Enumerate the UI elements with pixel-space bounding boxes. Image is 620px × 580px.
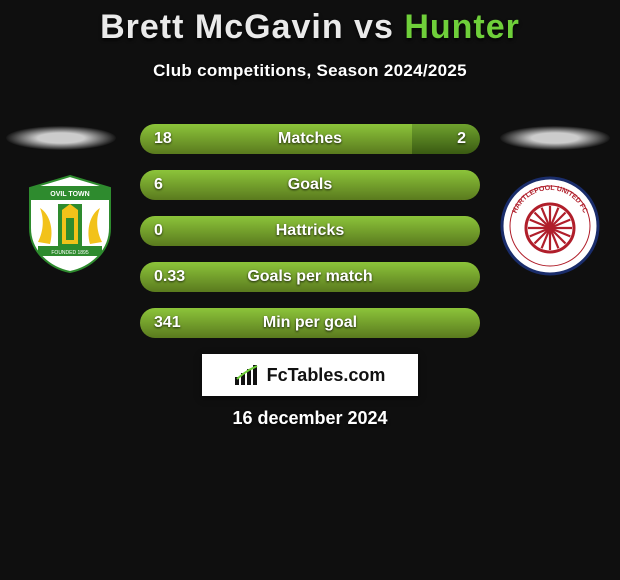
stat-bar-left: 341 [140,308,480,338]
stat-row: 182Matches [140,124,480,154]
stat-bar-right: 2 [412,124,480,154]
svg-text:FOUNDED 1895: FOUNDED 1895 [51,250,88,256]
stat-bar-left: 0 [140,216,480,246]
page-title: Brett McGavin vs Hunter [0,0,620,47]
brand-text: FcTables.com [267,365,386,386]
stat-value-left: 6 [154,176,163,194]
stat-bar-left: 18 [140,124,412,154]
player1-name: Brett McGavin [100,8,344,46]
crest-shadow-right [500,126,610,150]
brand-logo: FcTables.com [235,365,386,386]
stat-bar-left: 0.33 [140,262,480,292]
club-crest-left: OVIL TOWN FOUNDED 1895 [20,174,120,274]
stat-row: 0.33Goals per match [140,262,480,292]
bars-icon [235,365,261,385]
club-crest-right: HARTLEPOOL UNITED FC [500,176,600,276]
stat-value-left: 0.33 [154,268,185,286]
stat-row: 6Goals [140,170,480,200]
comparison-card: Brett McGavin vs Hunter Club competition… [0,0,620,81]
crest-shadow-left [6,126,116,150]
stat-bar-left: 6 [140,170,480,200]
player2-name: Hunter [404,8,520,46]
brand-box: FcTables.com [202,354,418,396]
vs-text: vs [354,8,394,46]
svg-text:OVIL TOWN: OVIL TOWN [50,191,89,198]
stats-rows: 182Matches6Goals0Hattricks0.33Goals per … [140,124,480,354]
stat-value-left: 341 [154,314,181,332]
subtitle: Club competitions, Season 2024/2025 [0,61,620,81]
stat-row: 341Min per goal [140,308,480,338]
stat-value-right: 2 [457,130,466,148]
stat-row: 0Hattricks [140,216,480,246]
date-text: 16 december 2024 [0,408,620,429]
stat-value-left: 0 [154,222,163,240]
stat-value-left: 18 [154,130,172,148]
